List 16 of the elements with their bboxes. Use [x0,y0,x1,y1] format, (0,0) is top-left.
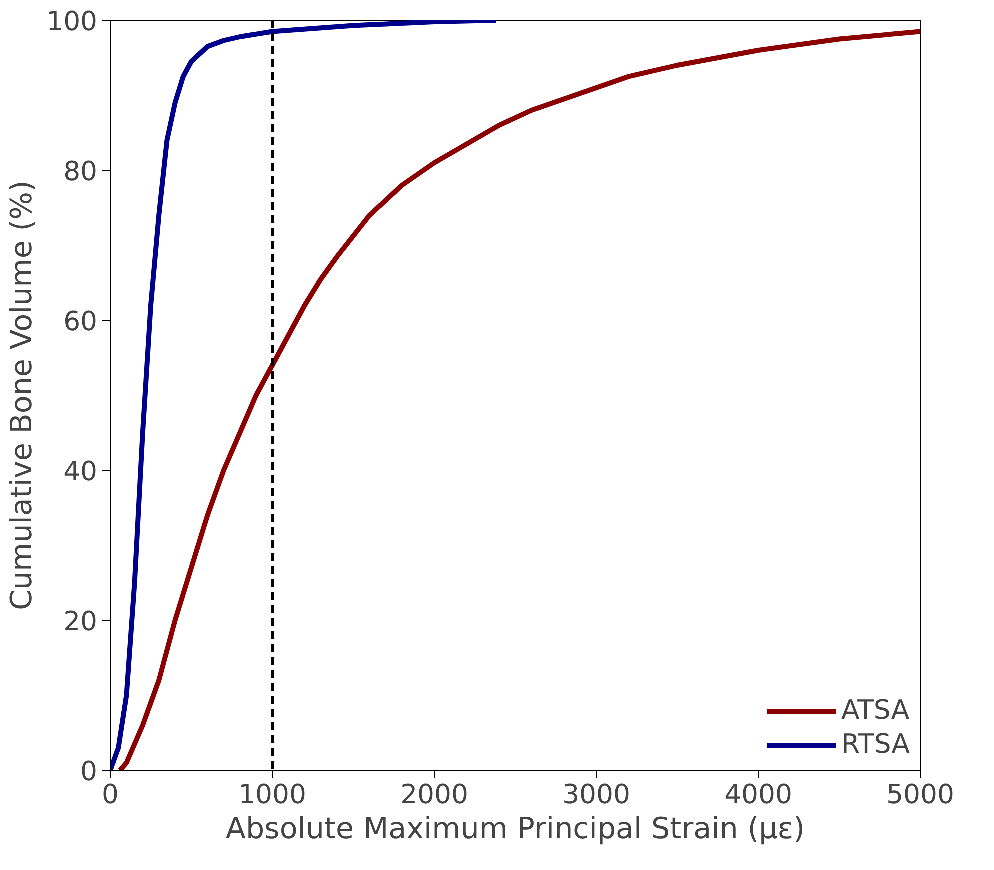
x-tick-label: 2000 [400,780,468,810]
y-tick-label: 100 [46,6,98,38]
legend-label: RTSA [841,729,910,760]
y-tick-label: 0 [80,756,98,788]
legend-label: ATSA [841,695,910,726]
x-tick-label: 3000 [562,780,630,810]
x-tick-label: 4000 [724,780,792,810]
y-tick-label: 20 [64,606,98,638]
y-tick-label: 80 [64,156,98,188]
y-tick-label: 40 [64,456,98,488]
x-axis-title: Absolute Maximum Principal Strain (με) [226,812,806,846]
x-tick-label: 5000 [886,780,954,810]
x-tick-label: 0 [102,780,119,810]
x-tick-label: 1000 [238,780,306,810]
y-axis-title: Cumulative Bone Volume (%) [4,180,39,610]
y-tick-label: 60 [64,306,98,338]
